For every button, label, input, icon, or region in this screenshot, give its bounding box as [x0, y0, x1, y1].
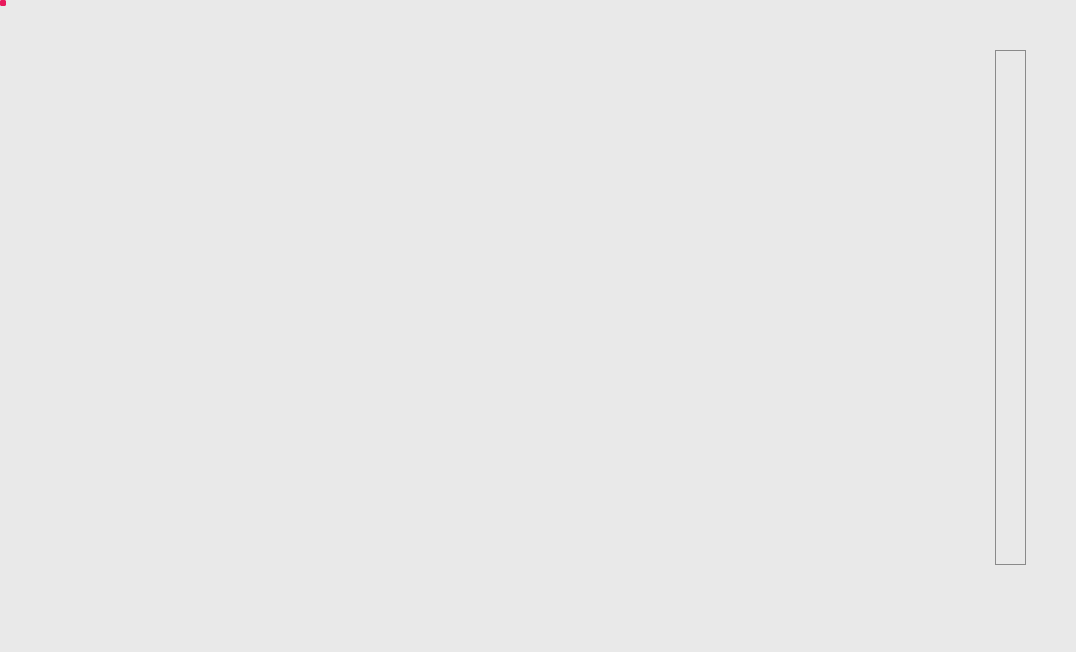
annotation-box-25k-31k [0, 0, 6, 6]
colorbar-gradient [995, 50, 1026, 565]
price-line-canvas[interactable] [88, 8, 967, 570]
